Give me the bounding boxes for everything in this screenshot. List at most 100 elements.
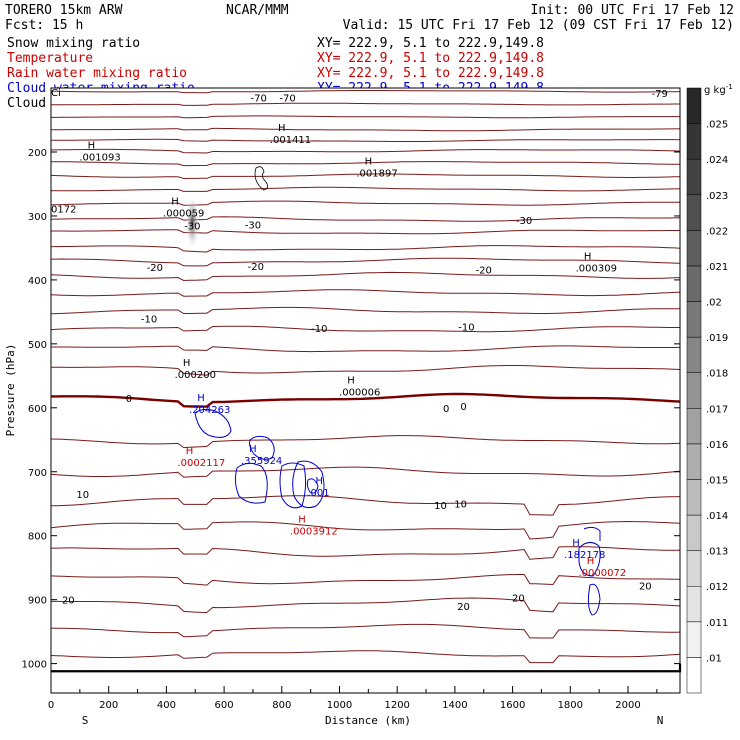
maximum-marker: H xyxy=(278,123,286,134)
maximum-marker: H xyxy=(88,140,96,151)
contour-label: -70 xyxy=(251,94,267,105)
maximum-value: .000309 xyxy=(576,264,617,275)
contour-label: -30 xyxy=(516,216,532,227)
contour-label: 0 xyxy=(460,402,466,413)
contour-label: 20 xyxy=(639,582,652,593)
x-tick-label: 400 xyxy=(157,700,176,711)
y-tick-label: 500 xyxy=(28,340,47,351)
colorbar-tick-label: .017 xyxy=(706,404,728,415)
colorbar-unit: g kg-1 xyxy=(704,83,733,96)
maximum-value: .0002117 xyxy=(177,458,225,469)
colorbar-swatch xyxy=(686,301,702,338)
colorbar-tick-label: .025 xyxy=(706,120,728,131)
isotherm--70 xyxy=(51,102,680,106)
colorbar-swatch xyxy=(686,585,702,623)
x-tick-label: 1800 xyxy=(558,700,583,711)
contour-label: 10 xyxy=(76,490,89,501)
y-tick-label: 400 xyxy=(28,276,47,287)
x-tick-label: 1400 xyxy=(442,700,467,711)
y-tick-label: 900 xyxy=(28,596,47,607)
contour-label: 20 xyxy=(62,596,75,607)
contour-label: -20 xyxy=(248,262,264,273)
colorbar-swatch xyxy=(686,372,702,409)
edge-label: Ci xyxy=(51,88,61,99)
plot-frame xyxy=(50,87,681,694)
colorbar-tick-label: .011 xyxy=(706,618,728,629)
contour-label: -30 xyxy=(184,222,200,233)
forecast-hour: Fcst: 15 h xyxy=(5,18,83,33)
y-tick-label: 1000 xyxy=(22,660,47,671)
colorbar-tick-label: .021 xyxy=(706,262,728,273)
cloud-contour xyxy=(306,478,319,494)
isotherm--30 xyxy=(50,216,680,222)
isotherm--60 xyxy=(51,161,680,167)
colorbar-tick-label: .013 xyxy=(706,547,728,558)
colorbar-swatch xyxy=(686,230,702,267)
contour-label: -20 xyxy=(147,263,163,274)
contour-label: 10 xyxy=(454,500,467,511)
cloud-contour xyxy=(587,583,601,616)
isotherm--10 xyxy=(50,289,680,297)
isotherm--10 xyxy=(50,365,680,376)
init-time: Init: 00 UTC Fri 17 Feb 12 xyxy=(531,3,735,18)
colorbar-tick-label: .016 xyxy=(706,440,728,451)
maximum-value: .0000072 xyxy=(578,568,626,579)
colorbar-swatch xyxy=(686,443,702,480)
x-tick-label: 600 xyxy=(215,700,234,711)
isotherm-10 xyxy=(50,546,680,560)
isotherm--10 xyxy=(51,345,680,353)
isotherm--30 xyxy=(51,229,680,235)
maximum-marker: H xyxy=(197,393,205,404)
maximum-marker: H xyxy=(572,538,580,549)
maximum-value: .204263 xyxy=(189,405,230,416)
isotherm-10 xyxy=(50,520,680,540)
colorbar-tick-label: .012 xyxy=(706,582,728,593)
field-xy: XY= 222.9, 5.1 to 222.9,149.8 xyxy=(317,36,544,51)
isotherm--50 xyxy=(50,173,680,180)
x-tick-label: 2000 xyxy=(615,700,640,711)
isotherm-20 xyxy=(50,650,680,664)
colorbar-tick-label: .014 xyxy=(706,511,728,522)
maximum-marker: H xyxy=(298,515,306,526)
contour-labels: -70 -70 -79-30 -30 -30-20 -20 -20-10-10 -1000 01… xyxy=(62,89,668,613)
colorbar-tick-label: .01 xyxy=(706,653,722,664)
isotherm--40 xyxy=(50,186,680,192)
plot-area: -70 -70 -79-30 -30 -30-20 -20 -20-10-10 -1000 01… xyxy=(50,87,682,694)
isotherm--70 xyxy=(50,90,680,94)
y-tick-label: 600 xyxy=(28,404,47,415)
isotherm-0 xyxy=(50,435,680,449)
colorbar-tick-label: .015 xyxy=(706,475,728,486)
y-axis-label: Pressure (hPa) xyxy=(4,344,17,437)
colorbar: .01 .011 .012 .013 .014 .015 .016 .017 .018 .019.… xyxy=(686,87,728,694)
colorbar-swatch xyxy=(686,265,702,302)
maximum-marker: H xyxy=(183,358,191,369)
maximum-value: .001093 xyxy=(79,152,120,163)
x-tick-label: 1600 xyxy=(500,700,525,711)
contour-label: -10 xyxy=(141,314,157,325)
colorbar-tick-label: .018 xyxy=(706,369,728,380)
maximum-value: .001897 xyxy=(356,168,397,179)
x-tick-label: 1200 xyxy=(384,700,409,711)
colorbar-swatch xyxy=(686,479,702,516)
colorbar-swatch xyxy=(686,621,702,658)
maximum-marker: H xyxy=(171,197,179,208)
maximum-marker: H xyxy=(365,156,373,167)
field-xy: XY= 222.9, 5.1 to 222.9,149.8 xyxy=(317,51,544,66)
contour-label: -20 xyxy=(476,266,492,277)
isotherm-20 xyxy=(50,573,680,586)
contour-label: 20 xyxy=(457,602,470,613)
maximum-value: .001411 xyxy=(270,135,311,146)
contour-label: -10 xyxy=(458,323,474,334)
isotherm-10 xyxy=(50,495,680,516)
cloud-contour xyxy=(234,462,268,504)
isotherm--70 xyxy=(51,115,680,119)
model-label: TORERO 15km ARW xyxy=(5,3,123,18)
maximum-marker: H xyxy=(249,444,257,455)
maxima-labels: H.001093H.001411H.001897H.000059H.000309… xyxy=(51,88,626,579)
edge-label: 0172 xyxy=(51,204,76,215)
colorbar-swatch xyxy=(686,514,702,551)
field-name: Snow mixing ratio xyxy=(7,36,140,51)
contour-label: 10 xyxy=(434,501,447,512)
cloud-contour xyxy=(249,435,275,460)
